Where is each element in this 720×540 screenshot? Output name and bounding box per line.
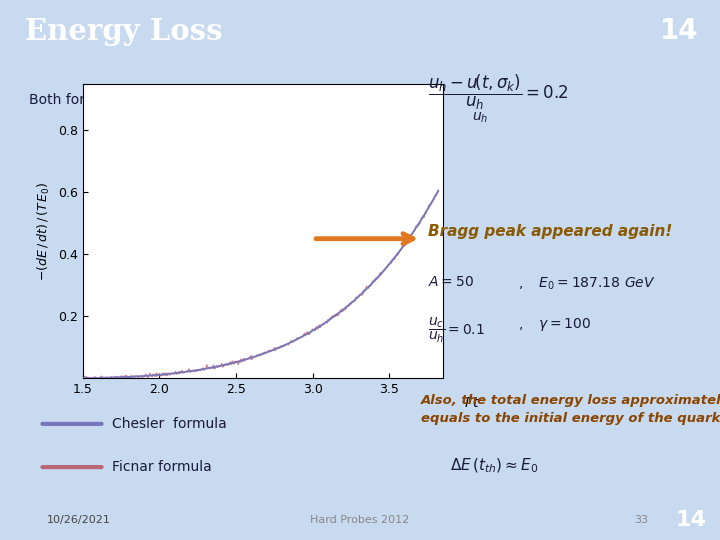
Text: 33: 33 [634, 515, 648, 525]
Text: 14: 14 [660, 17, 698, 45]
Text: Energy Loss: Energy Loss [25, 17, 222, 45]
Text: Also, the total energy loss approximately
equals to the initial energy of the qu: Also, the total energy loss approximatel… [421, 394, 720, 425]
Text: $A = 50$: $A = 50$ [428, 275, 474, 289]
Text: Both formulae for energy loss have the same result!: Both formulae for energy loss have the s… [29, 93, 392, 107]
Text: $,\quad \gamma = 100$: $,\quad \gamma = 100$ [518, 316, 592, 333]
Text: $\Delta E\,(t_{th}) \approx E_0$: $\Delta E\,(t_{th}) \approx E_0$ [450, 456, 539, 475]
Text: Chesler  formula: Chesler formula [112, 417, 226, 431]
X-axis label: $T\,t$: $T\,t$ [462, 396, 481, 410]
Text: $,\quad E_0 = 187.18\ \mathit{GeV}$: $,\quad E_0 = 187.18\ \mathit{GeV}$ [518, 275, 656, 292]
Text: Ficnar formula: Ficnar formula [112, 460, 212, 474]
Text: 14: 14 [676, 510, 706, 530]
Text: $u_h$: $u_h$ [472, 111, 488, 125]
Text: $\dfrac{u_h - u\!\left(t,\sigma_k\right)}{u_h} = 0.2$: $\dfrac{u_h - u\!\left(t,\sigma_k\right)… [428, 73, 570, 112]
Text: Bragg peak appeared again!: Bragg peak appeared again! [428, 224, 672, 239]
Text: $\dfrac{u_c}{u_h} = 0.1$: $\dfrac{u_c}{u_h} = 0.1$ [428, 316, 485, 345]
Text: 10/26/2021: 10/26/2021 [47, 515, 111, 525]
Y-axis label: $-(dE\,/\,dt)\,/\,(T\,E_0)$: $-(dE\,/\,dt)\,/\,(T\,E_0)$ [36, 181, 53, 281]
Text: Hard Probes 2012: Hard Probes 2012 [310, 515, 410, 525]
